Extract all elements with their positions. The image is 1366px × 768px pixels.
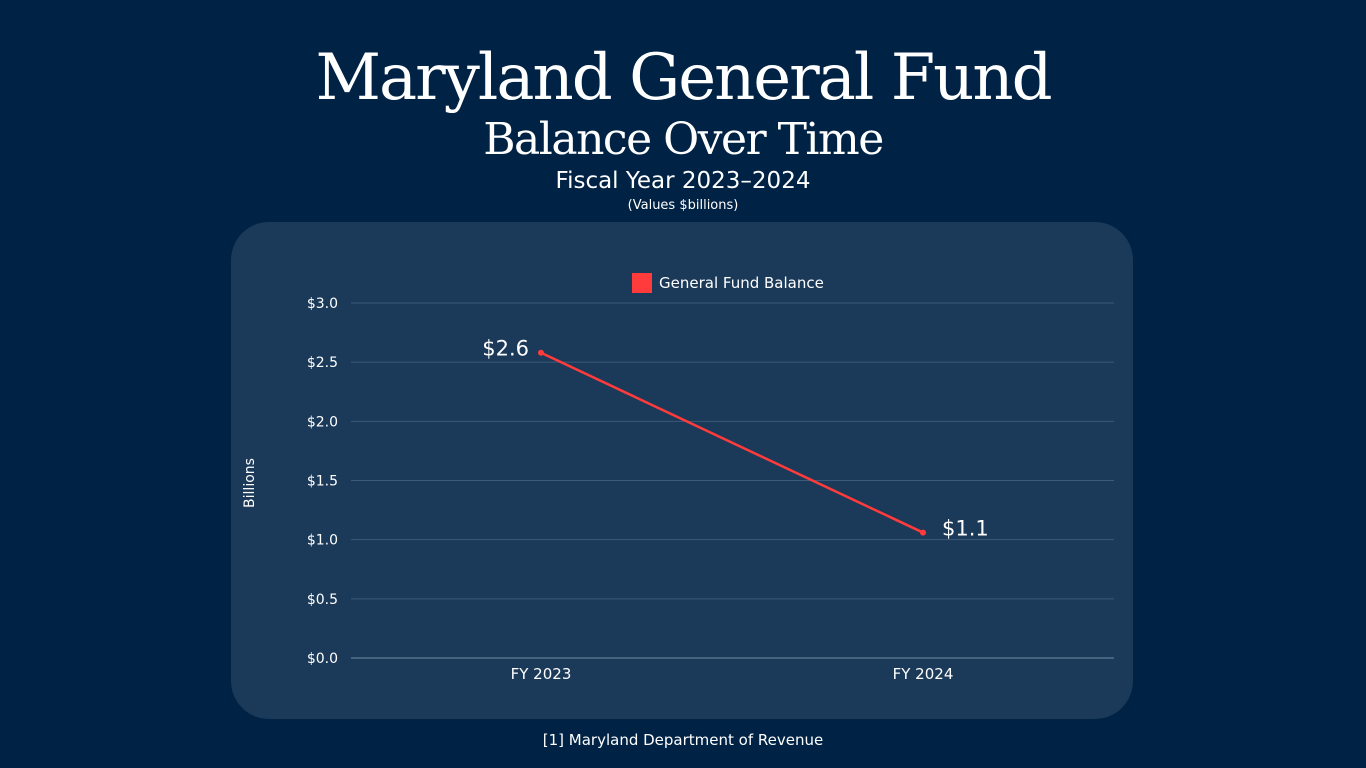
fiscal-year-range: Fiscal Year 2023–2024 bbox=[555, 168, 811, 194]
legend-swatch bbox=[632, 273, 652, 293]
data-point bbox=[920, 529, 926, 536]
series-line bbox=[540, 351, 924, 534]
chart-title: Maryland General Fund bbox=[315, 41, 1052, 115]
source-citation: [1] Maryland Department of Revenue bbox=[542, 731, 824, 749]
legend-label: General Fund Balance bbox=[659, 274, 824, 292]
chart-subtitle: Balance Over Time bbox=[483, 114, 884, 165]
chart-panel bbox=[231, 222, 1133, 719]
y-tick-label: $1.0 bbox=[307, 533, 338, 549]
y-axis-label: Billions bbox=[242, 458, 258, 508]
units-note: (Values $billions) bbox=[627, 198, 739, 213]
y-tick-label: $0.5 bbox=[307, 592, 338, 608]
y-tick-label: $0.0 bbox=[307, 651, 338, 667]
data-label: $2.6 bbox=[482, 337, 529, 361]
x-tick-label: FY 2024 bbox=[893, 665, 954, 683]
data-label: $1.1 bbox=[942, 517, 989, 541]
y-tick-label: $2.0 bbox=[307, 414, 338, 430]
y-tick-label: $1.5 bbox=[307, 474, 338, 490]
y-tick-label: $2.5 bbox=[307, 355, 338, 371]
x-tick-label: FY 2023 bbox=[511, 665, 572, 683]
data-point bbox=[538, 349, 544, 356]
y-tick-label: $3.0 bbox=[307, 296, 338, 312]
